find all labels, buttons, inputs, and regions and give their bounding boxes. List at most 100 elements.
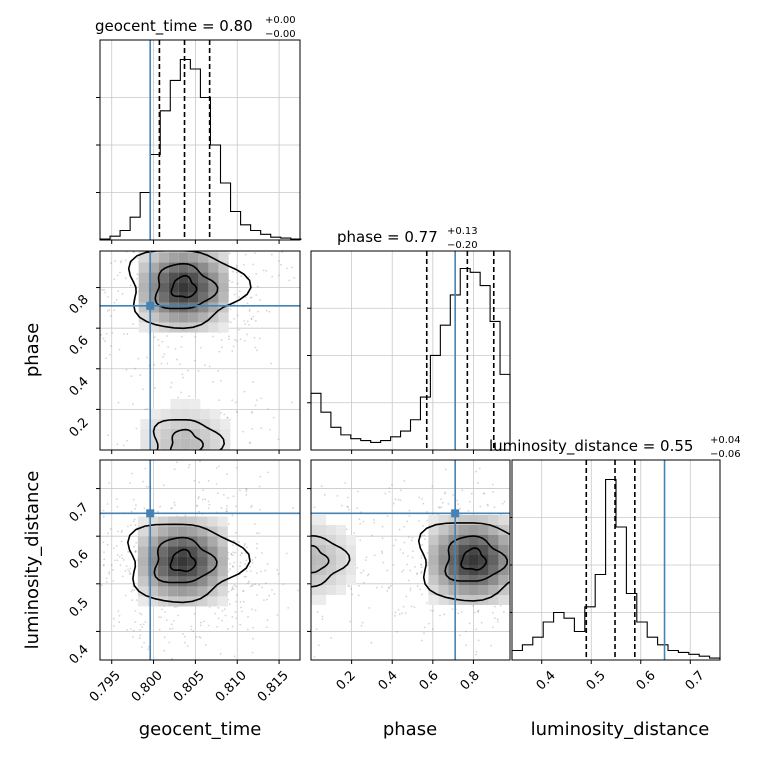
scatter-point xyxy=(157,245,159,247)
scatter-point xyxy=(249,585,252,588)
scatter-point xyxy=(416,585,419,587)
scatter-point xyxy=(246,302,249,305)
density-cell xyxy=(488,585,499,595)
density-cell xyxy=(178,282,189,293)
tick-label-ld-x-2: 0.6 xyxy=(634,668,659,693)
scatter-point xyxy=(173,606,176,609)
scatter-point xyxy=(232,565,234,568)
scatter-point xyxy=(112,617,115,620)
scatter-point xyxy=(245,490,248,493)
density-cell xyxy=(178,262,189,273)
tick-label-ld-y-0: 0.4 xyxy=(67,642,92,667)
density-cell xyxy=(190,398,201,409)
density-cell xyxy=(190,428,201,439)
scatter-point xyxy=(240,275,243,277)
scatter-point xyxy=(122,444,125,447)
scatter-point xyxy=(125,368,128,371)
scatter-point xyxy=(102,541,105,544)
density-cell xyxy=(438,565,449,575)
scatter-point xyxy=(235,266,238,269)
scatter-point xyxy=(227,335,230,338)
scatter-point xyxy=(88,410,90,412)
density-cell xyxy=(458,525,469,535)
scatter-point xyxy=(389,585,392,587)
density-cell xyxy=(468,545,479,555)
scatter-point xyxy=(252,315,255,318)
scatter-point xyxy=(118,621,121,623)
scatter-point xyxy=(388,587,390,590)
scatter-point xyxy=(187,369,189,372)
scatter-point xyxy=(233,317,235,320)
density-cell xyxy=(478,585,489,595)
density-cell xyxy=(140,438,151,449)
scatter-point xyxy=(292,507,294,509)
scatter-point xyxy=(409,587,412,590)
scatter-point xyxy=(271,589,273,591)
density-cell xyxy=(448,565,459,575)
scatter-point xyxy=(176,461,179,464)
scatter-point xyxy=(121,529,123,532)
scatter-point xyxy=(280,263,282,266)
contour-gt-ld-0-1 xyxy=(153,536,218,584)
density-cell xyxy=(148,262,159,273)
panel-hist-ph xyxy=(307,250,511,454)
density-cell xyxy=(147,596,158,607)
scatter-point xyxy=(79,184,81,186)
scatter-point xyxy=(184,514,187,517)
scatter-point xyxy=(135,599,138,601)
scatter-point xyxy=(249,565,252,568)
scatter-point xyxy=(262,269,265,272)
density-cell xyxy=(167,576,178,587)
density-cell xyxy=(458,565,469,575)
scatter-point xyxy=(87,577,89,579)
scatter-point xyxy=(482,492,485,495)
contour-gt-ld-0-2 xyxy=(126,523,251,604)
scatter-point xyxy=(96,462,98,464)
histogram-gt xyxy=(99,58,302,240)
scatter-point xyxy=(249,442,252,444)
scatter-point xyxy=(109,353,111,356)
density-cell xyxy=(336,575,346,585)
density-cell xyxy=(316,565,326,575)
scatter-point xyxy=(254,404,257,407)
scatter-point xyxy=(141,646,143,649)
density-cell xyxy=(508,595,510,605)
scatter-point xyxy=(259,299,262,301)
density-cell xyxy=(160,428,171,439)
scatter-point xyxy=(130,628,132,630)
scatter-point xyxy=(444,468,447,471)
scatter-point xyxy=(426,510,428,513)
scatter-point xyxy=(96,306,98,308)
density-cell xyxy=(488,535,499,545)
scatter-point xyxy=(258,584,261,586)
scatter-point xyxy=(243,320,245,322)
scatter-point xyxy=(426,552,429,554)
scatter-point xyxy=(143,641,145,644)
scatter-point xyxy=(476,663,478,665)
density-cell xyxy=(448,585,459,595)
scatter-point xyxy=(419,588,421,591)
density-cell xyxy=(207,566,218,577)
scatter-point xyxy=(308,591,310,593)
scatter-point xyxy=(132,323,135,326)
scatter-point xyxy=(225,510,227,513)
scatter-point xyxy=(250,506,252,509)
scatter-point xyxy=(426,601,428,604)
contour-ph-ld-1-0 xyxy=(311,544,330,574)
density-cell xyxy=(200,418,211,429)
density-cell xyxy=(438,515,449,525)
scatter-point xyxy=(234,611,237,613)
scatter-point xyxy=(323,493,326,496)
density-cell xyxy=(208,252,219,263)
density-cell xyxy=(488,575,499,585)
scatter-point xyxy=(443,613,446,616)
scatter-point xyxy=(198,510,200,513)
scatter-point xyxy=(92,570,94,572)
density-cell xyxy=(147,566,158,577)
scatter-point xyxy=(394,539,397,541)
scatter-point xyxy=(208,503,211,506)
scatter-point xyxy=(218,399,221,402)
scatter-point xyxy=(166,335,169,337)
scatter-point xyxy=(144,467,147,470)
scatter-point xyxy=(441,501,444,504)
